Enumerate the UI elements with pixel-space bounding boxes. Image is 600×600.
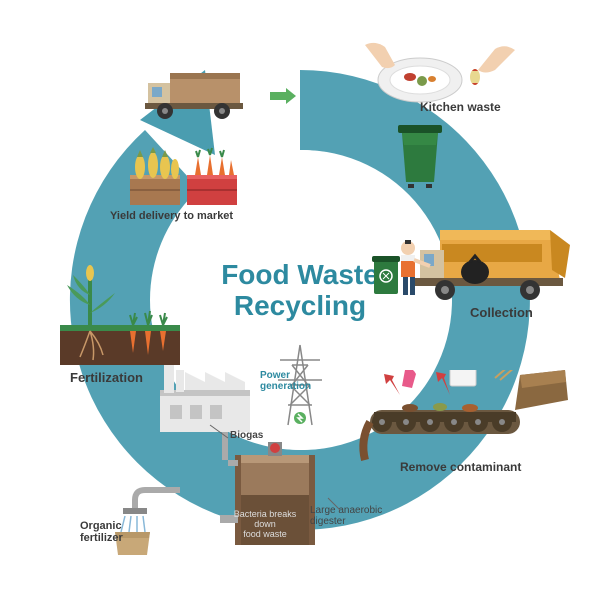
pointer-lines — [0, 0, 600, 600]
